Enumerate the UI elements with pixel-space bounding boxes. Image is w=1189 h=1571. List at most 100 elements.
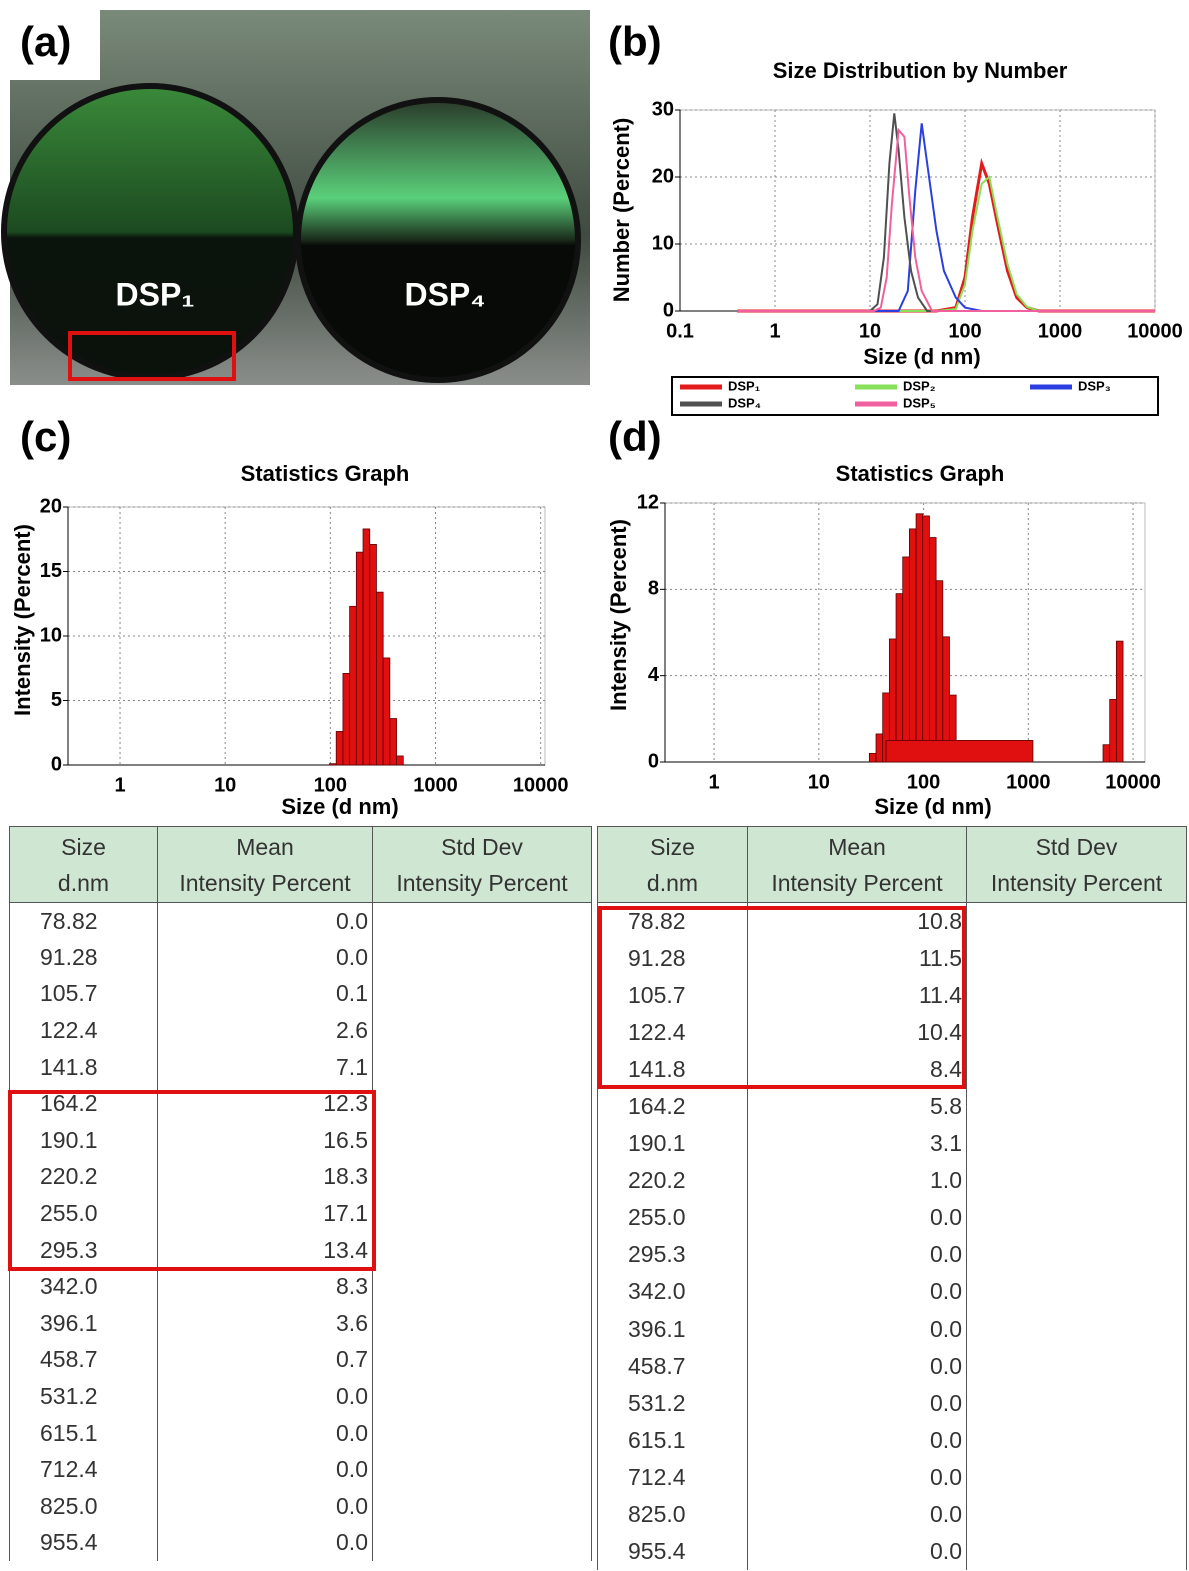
table-cell: [966, 1087, 1187, 1126]
table-cell: 2.6: [157, 1012, 373, 1049]
table-cell: [372, 1158, 592, 1196]
table-row: 141.8 8.4: [597, 1050, 1187, 1088]
table-row: 190.1 3.1: [597, 1125, 1187, 1163]
bar: [935, 580, 944, 763]
table-cell: 0.0: [157, 1378, 373, 1415]
x-tick-label: 10: [859, 320, 881, 342]
bar: [902, 556, 910, 763]
table-cell: 0.1: [157, 975, 373, 1013]
table-cell: 0.0: [157, 1414, 373, 1452]
table-row: 255.0 0.0: [597, 1199, 1187, 1237]
table-cell: 0.0: [747, 1421, 967, 1459]
table-cell: 11.4: [747, 976, 967, 1014]
table-cell: 825.0: [9, 1488, 158, 1525]
header-text: Intensity Percent: [396, 869, 568, 896]
line: [737, 113, 1155, 312]
bar: [922, 515, 930, 763]
table-row: 825.0 0.0: [597, 1496, 1187, 1534]
bar: [915, 513, 924, 763]
header-cell: Mean Intensity Percent: [747, 826, 967, 903]
table-cell: [372, 1085, 592, 1123]
table-cell: [372, 1305, 592, 1342]
bar: [1115, 640, 1124, 763]
panel-label: (c): [20, 413, 71, 460]
table-row: 164.2 5.8: [597, 1087, 1187, 1126]
x-tick-label: 10000: [513, 774, 569, 796]
table-cell: [966, 902, 1187, 940]
table-row: 105.7 11.4: [597, 976, 1187, 1014]
table-cell: 531.2: [597, 1384, 748, 1422]
y-tick-label: 8: [648, 578, 659, 600]
table-cell: 396.1: [597, 1310, 748, 1348]
header-cell: Size d.nm: [9, 826, 158, 903]
legend-label: DSP₄: [728, 395, 761, 410]
header-cell: Std Dev Intensity Percent: [966, 826, 1187, 903]
photo-label: DSP₄: [404, 276, 485, 312]
table-cell: 0.0: [157, 1451, 373, 1488]
header-text: d.nm: [57, 869, 110, 896]
table-cell: [372, 1451, 592, 1488]
legend-label: DSP₁: [728, 378, 760, 393]
highlight-box: [8, 1090, 376, 1271]
table-row: 458.7 0.0: [597, 1347, 1187, 1385]
bar: [355, 551, 364, 766]
table-cell: 712.4: [9, 1451, 158, 1488]
table-cell: [966, 1236, 1187, 1274]
header-cell: Mean Intensity Percent: [157, 826, 373, 903]
table-row: 615.1 0.0: [9, 1414, 592, 1452]
table-row: 78.82 0.0: [9, 902, 592, 940]
table-cell: [372, 1122, 592, 1159]
header-text: Mean: [236, 833, 294, 860]
bar: [376, 591, 384, 766]
y-tick-label: 0: [663, 299, 674, 321]
table-cell: 825.0: [597, 1496, 748, 1534]
table-cell: 342.0: [9, 1268, 158, 1306]
table-cell: 17.1: [157, 1195, 373, 1232]
table-cell: 342.0: [597, 1273, 748, 1311]
bar: [389, 718, 397, 766]
table-cell: [372, 1048, 592, 1086]
table-cell: 0.0: [747, 1310, 967, 1348]
x-tick-label: 10: [214, 774, 236, 796]
header-cell: Std Dev Intensity Percent: [372, 826, 592, 903]
table-cell: [966, 1050, 1187, 1088]
bar: [396, 755, 404, 766]
table-row: 91.28 11.5: [597, 939, 1187, 977]
table-cell: 0.0: [747, 1199, 967, 1237]
table-cell: 91.28: [9, 939, 158, 976]
table-cell: 1.0: [747, 1162, 967, 1200]
table-cell: 122.4: [597, 1013, 748, 1051]
table-cell: 141.8: [9, 1048, 158, 1086]
x-axis-label: Size (d nm): [863, 344, 980, 369]
table-row: 342.0 0.0: [597, 1273, 1187, 1311]
bar: [342, 673, 351, 766]
bar: [329, 763, 337, 766]
header-row: Size d.nm Mean Intensity Percent Std Dev Inte…: [9, 826, 592, 903]
y-tick-label: 0: [51, 753, 62, 775]
y-tick-label: 10: [40, 624, 62, 646]
x-axis-label: Size (d nm): [281, 794, 398, 819]
x-tick-label: 10: [808, 771, 830, 793]
bar: [1109, 699, 1117, 763]
table-row: 122.4 10.4: [597, 1013, 1187, 1051]
table-row: 91.28 0.0: [9, 939, 592, 976]
table-cell: [966, 1199, 1187, 1237]
y-axis-label: Number (Percent): [609, 118, 634, 303]
x-tick-label: 1000: [413, 774, 458, 796]
table-row: 220.2 18.3: [9, 1158, 592, 1196]
x-tick-label: 100: [314, 774, 347, 796]
header-text: Intensity Percent: [179, 869, 351, 896]
table-cell: 955.4: [597, 1533, 748, 1571]
table-cell: [966, 1273, 1187, 1311]
table-cell: 220.2: [597, 1162, 748, 1200]
table-cell: [966, 1421, 1187, 1459]
bar: [895, 593, 904, 763]
x-tick-label: 100: [907, 771, 940, 793]
header-text: Intensity Percent: [771, 869, 943, 896]
table-row: 712.4 0.0: [9, 1451, 592, 1488]
y-tick-label: 12: [637, 491, 659, 513]
header-row: Size d.nm Mean Intensity Percent Std Dev Inte…: [597, 826, 1187, 903]
table-cell: 18.3: [157, 1158, 373, 1196]
table-row: 396.1 0.0: [597, 1310, 1187, 1348]
